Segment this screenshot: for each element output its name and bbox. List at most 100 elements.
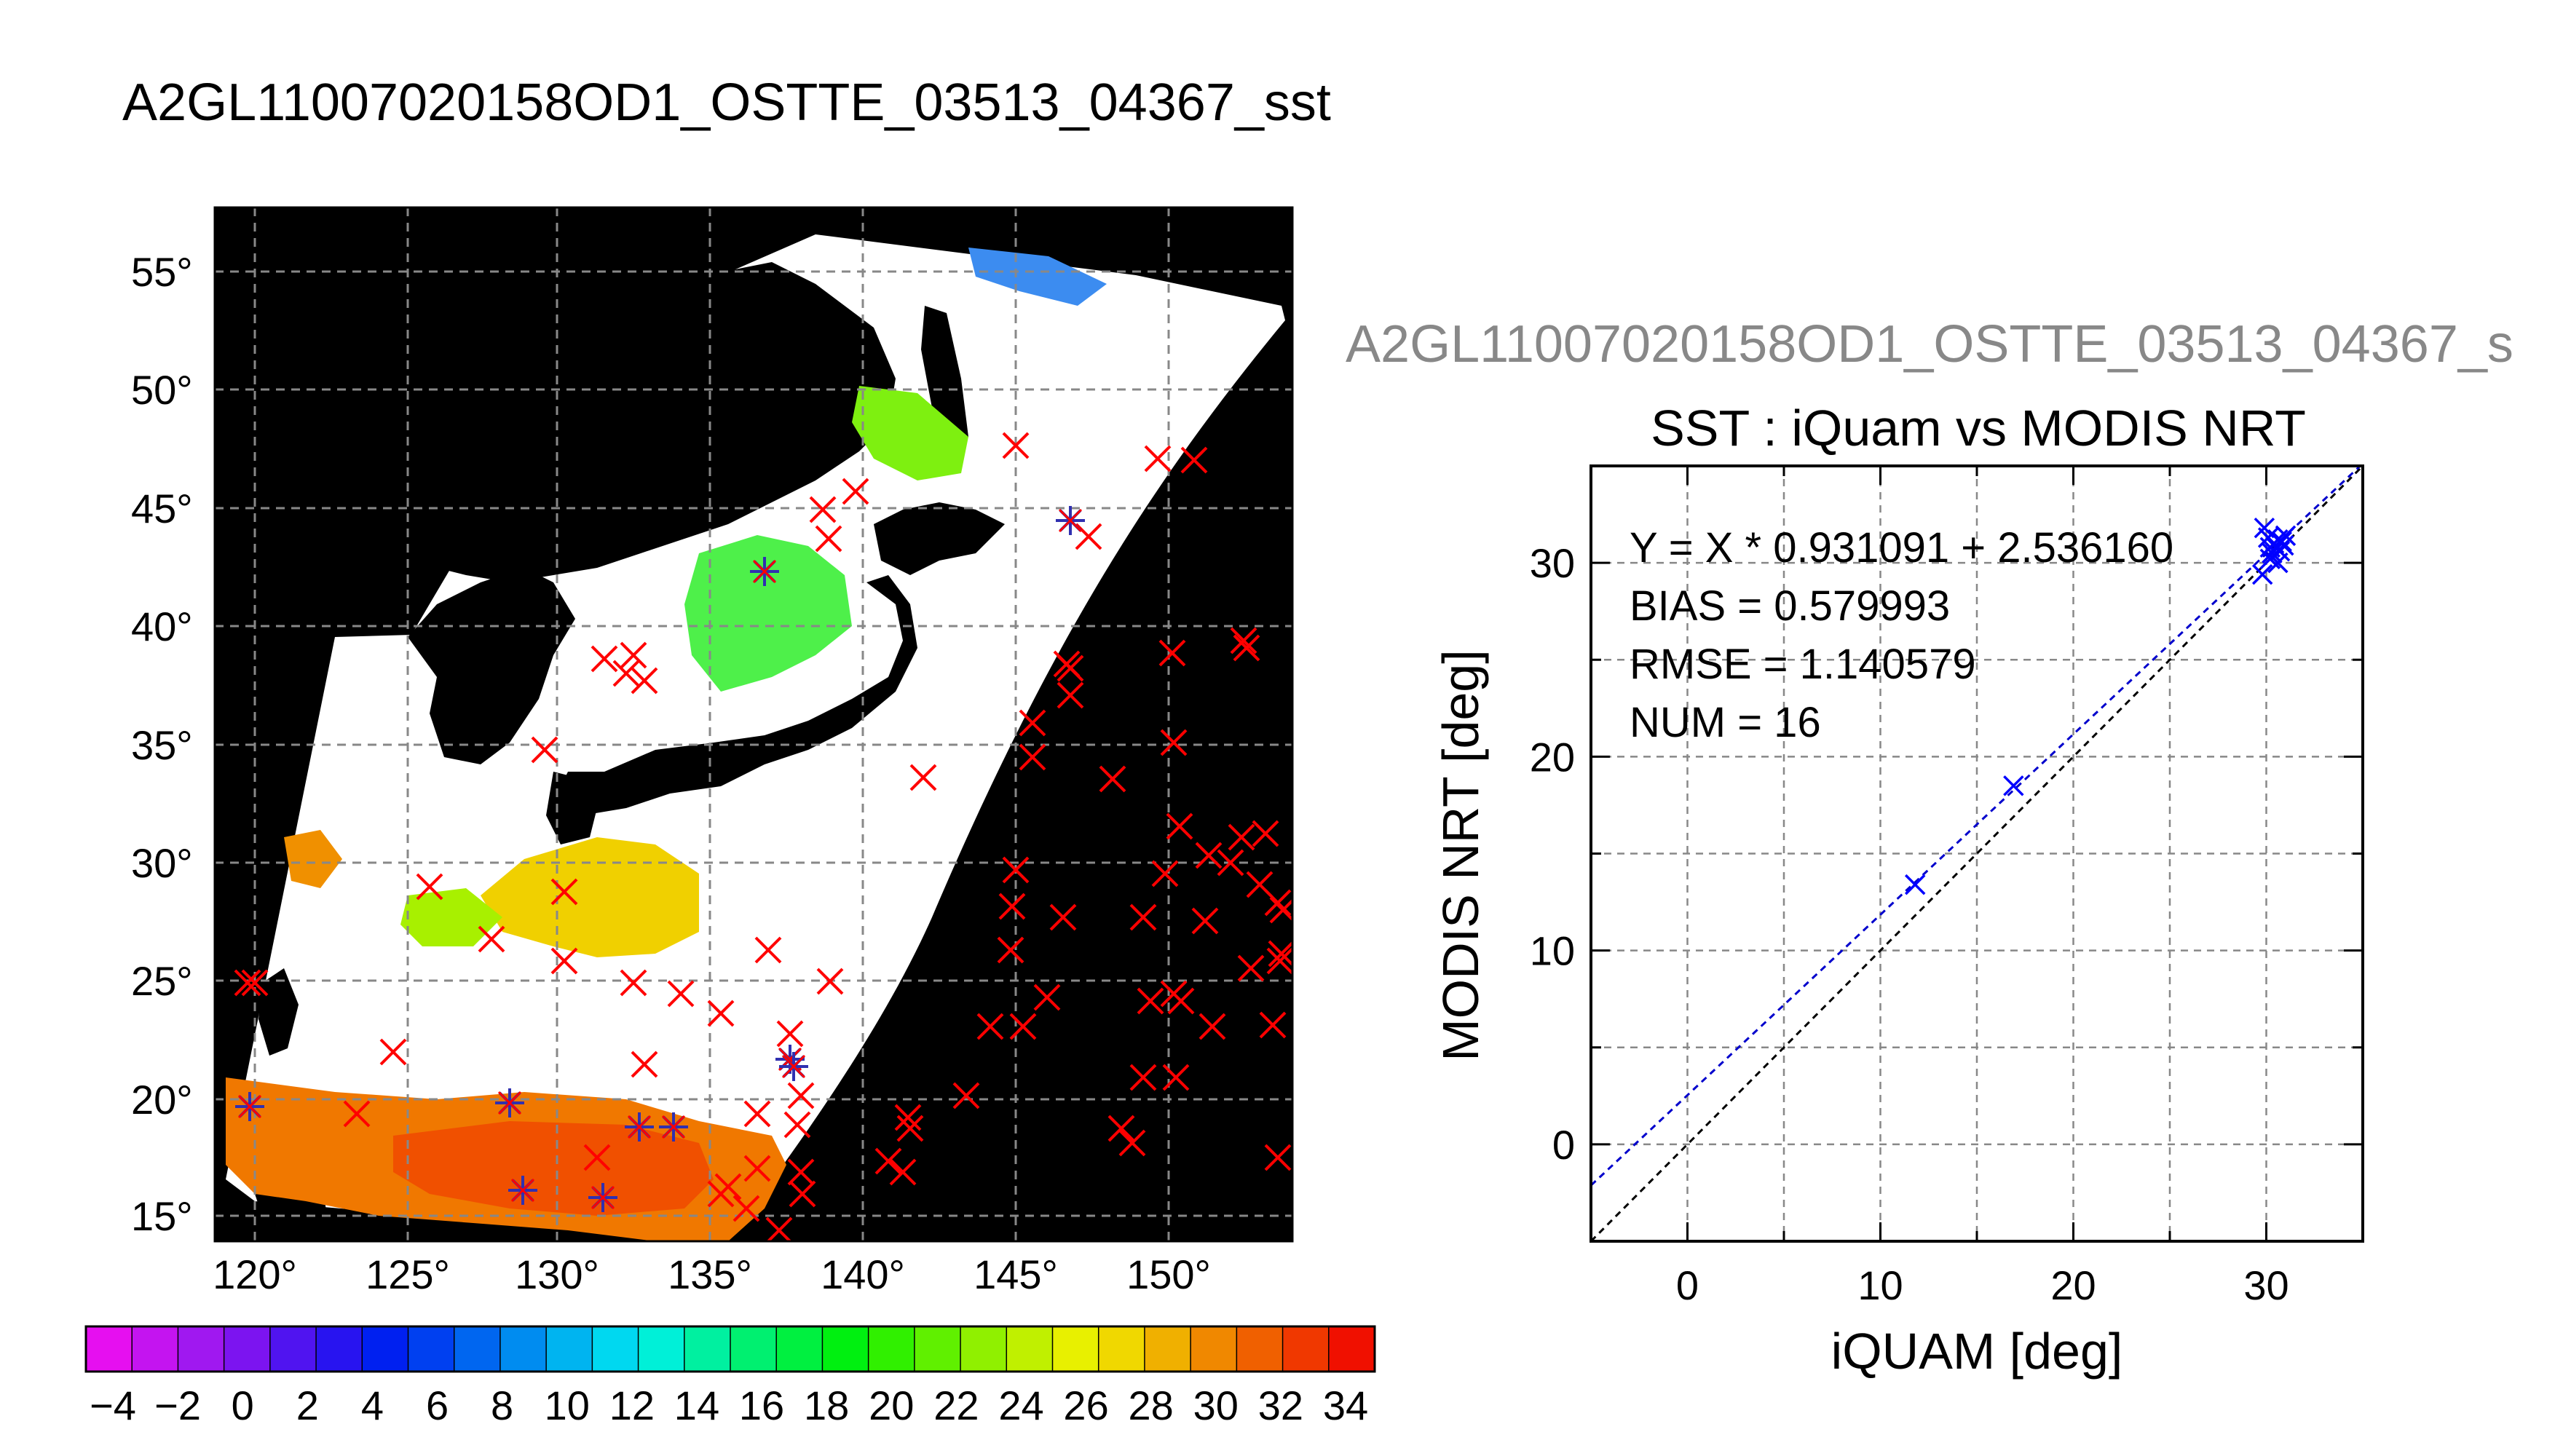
lat-label: 15°: [131, 1193, 193, 1239]
match-point-cross: [1002, 856, 1030, 884]
match-point-cross: [1264, 1144, 1292, 1171]
match-point-cross: [1167, 987, 1195, 1015]
colorbar-tick-label: 22: [933, 1382, 979, 1428]
match-point-cross: [631, 667, 658, 695]
match-point-cross: [1269, 896, 1292, 924]
land-taiwan: [258, 968, 299, 1056]
match-point-cross: [1233, 634, 1260, 662]
match-point-cross: [667, 980, 695, 1008]
match-point-cross: [1118, 1129, 1146, 1157]
match-point-cross: [1002, 432, 1030, 459]
match-point-cross: [743, 1155, 771, 1182]
match-point-cross: [1259, 1011, 1287, 1039]
scatter-title: SST : iQuam vs MODIS NRT: [1651, 400, 2306, 456]
lon-label: 130°: [515, 1251, 599, 1297]
colorbar-tick-label: 4: [361, 1382, 384, 1428]
match-point-cross: [583, 1144, 611, 1171]
lat-label: 35°: [131, 722, 193, 768]
colorbar-cell: [132, 1326, 179, 1372]
lon-label: 150°: [1126, 1251, 1211, 1297]
match-point-cross: [1162, 1064, 1190, 1091]
selected-point-cross: [627, 1115, 652, 1139]
match-point-cross: [1230, 627, 1257, 654]
scatter-grid: [1591, 466, 2363, 1241]
match-point-cross: [1160, 729, 1188, 756]
colorbar-cell: [1328, 1326, 1375, 1372]
colorbar-cell: [822, 1326, 869, 1372]
scatter-point: [2251, 563, 2273, 585]
selected-point-cross: [237, 1094, 262, 1119]
scatter-point: [2267, 552, 2289, 574]
colorbar-tick-label: 8: [491, 1382, 513, 1428]
match-point-cross: [1075, 523, 1102, 550]
colorbar-cell: [1144, 1326, 1191, 1372]
colorbar-cell: [1052, 1326, 1099, 1372]
colorbar-cell: [224, 1326, 271, 1372]
match-point-cross: [1099, 765, 1126, 793]
y-axis-title: MODIS NRT [deg]: [1432, 649, 1489, 1061]
lat-label: 55°: [131, 249, 193, 295]
x-tick-labels: 0 10 20 30: [1676, 1262, 2289, 1308]
match-point-cross: [1049, 903, 1077, 931]
colorbar-cell: [1190, 1326, 1237, 1372]
colorbar-cell: [546, 1326, 593, 1372]
match-point-cross: [809, 496, 837, 523]
map-lat-labels: 55° 50° 45° 40° 35° 30° 25° 20° 15°: [131, 249, 193, 1239]
fit-line: [1591, 466, 2362, 1187]
match-point-cross: [997, 936, 1024, 964]
match-point-cross: [416, 873, 443, 901]
stat-rmse: RMSE = 1.140579: [1630, 641, 1976, 688]
match-point-cross: [591, 645, 618, 673]
match-point-cross: [379, 1038, 407, 1066]
selected-point-cross: [591, 1185, 615, 1210]
sst-patch-okhotsk: [852, 386, 968, 480]
map-frame: [213, 206, 1294, 1243]
colorbar-tick-label: 30: [1193, 1382, 1239, 1428]
match-point-cross: [842, 478, 869, 505]
identity-line: [1591, 466, 2363, 1241]
match-point-cross: [1019, 743, 1046, 771]
match-point-cross: [952, 1082, 980, 1109]
match-point-cross: [1217, 849, 1244, 877]
colorbar-tick-label: 6: [426, 1382, 449, 1428]
colorbar-cell: [730, 1326, 777, 1372]
match-point-cross: [874, 1147, 902, 1175]
y-tick-label: 30: [1530, 540, 1575, 586]
match-point-cross: [550, 947, 578, 975]
colorbar-tick-label: 2: [296, 1382, 319, 1428]
match-point-cross: [1137, 987, 1164, 1015]
match-point-cross: [754, 936, 782, 964]
scatter-point: [2003, 775, 2024, 796]
colorbar-tick-label: 34: [1323, 1382, 1368, 1428]
colorbar-cell: [1098, 1326, 1145, 1372]
colorbar-tick-label: 24: [998, 1382, 1043, 1428]
match-point-cross: [1107, 1115, 1135, 1142]
match-point-cross: [1198, 1013, 1226, 1040]
match-point-cross: [1053, 650, 1081, 678]
colorbar-cell: [1236, 1326, 1284, 1372]
sst-patch-east-china-sea-green: [400, 888, 502, 946]
match-point-cross: [783, 1111, 811, 1139]
match-point-cross: [478, 925, 505, 953]
match-point-cross: [1144, 445, 1172, 472]
x-axis-title: iQUAM [deg]: [1831, 1323, 2123, 1380]
match-point-cross: [1057, 681, 1084, 709]
lon-label: 145°: [974, 1251, 1058, 1297]
match-point-cross: [631, 1051, 658, 1078]
colorbar-tick-label: 14: [674, 1382, 719, 1428]
selected-point-cross: [1058, 508, 1083, 533]
match-point-cross: [714, 1173, 742, 1200]
lat-label: 50°: [131, 367, 193, 413]
y-tick-label: 20: [1530, 734, 1575, 780]
colorbar-tick-label: 28: [1129, 1382, 1174, 1428]
match-point-cross: [612, 660, 640, 687]
match-point-cross: [1129, 903, 1157, 931]
match-point-cross: [896, 1115, 924, 1142]
sst-patch-okhotsk-cold: [968, 248, 1107, 306]
colorbar-cell: [960, 1326, 1007, 1372]
colorbar-tick-label: 12: [609, 1382, 655, 1428]
match-point-cross: [894, 1104, 922, 1131]
match-point-cross: [1228, 823, 1255, 851]
map-match-points: [234, 432, 1292, 1241]
colorbar-tick-label: 20: [869, 1382, 914, 1428]
